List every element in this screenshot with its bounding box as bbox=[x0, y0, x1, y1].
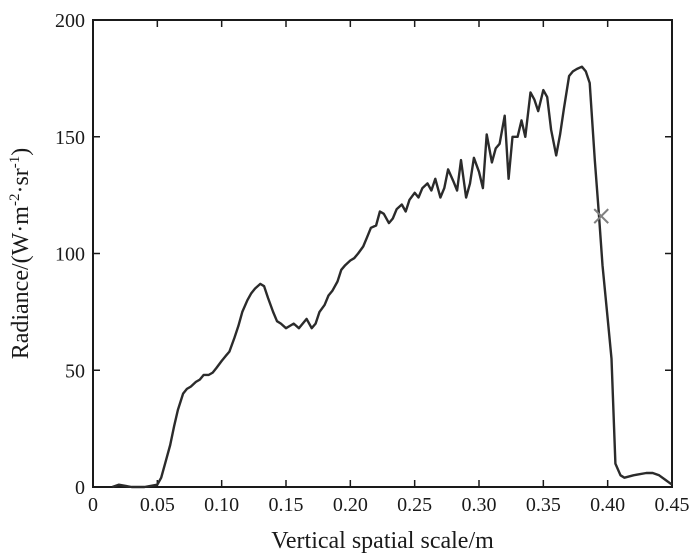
x-tick-label: 0.45 bbox=[655, 494, 690, 516]
y-axis-title-end: ) bbox=[8, 148, 34, 156]
plot-area bbox=[92, 19, 673, 489]
x-tick-label: 0.15 bbox=[269, 494, 304, 516]
x-tick-label: 0.40 bbox=[590, 494, 625, 516]
y-axis-title-main: Radiance/(W·m bbox=[8, 206, 34, 360]
y-axis-ticks bbox=[93, 19, 672, 488]
x-tick-label: 0.35 bbox=[526, 494, 561, 516]
y-tick-label: 50 bbox=[65, 360, 85, 382]
y-axis-title-sup-1: -2 bbox=[7, 194, 23, 207]
y-tick-label: 100 bbox=[55, 244, 85, 266]
x-axis-ticks bbox=[92, 20, 673, 487]
x-tick-label: 0.30 bbox=[462, 494, 497, 516]
y-tick-label: 0 bbox=[75, 477, 85, 499]
y-axis-title-mid: ·sr bbox=[8, 168, 34, 193]
y-tick-label: 150 bbox=[55, 127, 85, 149]
y-axis-title: Radiance/(W·m-2·sr-1) bbox=[7, 148, 34, 360]
annotation-markers bbox=[593, 208, 609, 224]
x-tick-label: 0.05 bbox=[140, 494, 175, 516]
x-tick-label: 0.20 bbox=[333, 494, 368, 516]
x-tick-label: 0.25 bbox=[397, 494, 432, 516]
series-line bbox=[111, 65, 673, 489]
y-axis-tick-labels: 0 50 100 150 200 bbox=[55, 10, 85, 499]
x-axis-tick-labels: 0 0.05 0.10 0.15 0.20 0.25 0.30 0.35 0.40 0.45 bbox=[88, 494, 690, 516]
x-tick-label: 0.10 bbox=[204, 494, 239, 516]
y-tick-label: 200 bbox=[55, 10, 85, 32]
plot-frame bbox=[92, 19, 673, 488]
x-marker bbox=[593, 208, 609, 224]
x-axis-title: Vertical spatial scale/m bbox=[271, 528, 494, 554]
y-axis-title-sup-2: -1 bbox=[7, 156, 23, 169]
x-tick-label: 0 bbox=[88, 494, 98, 516]
